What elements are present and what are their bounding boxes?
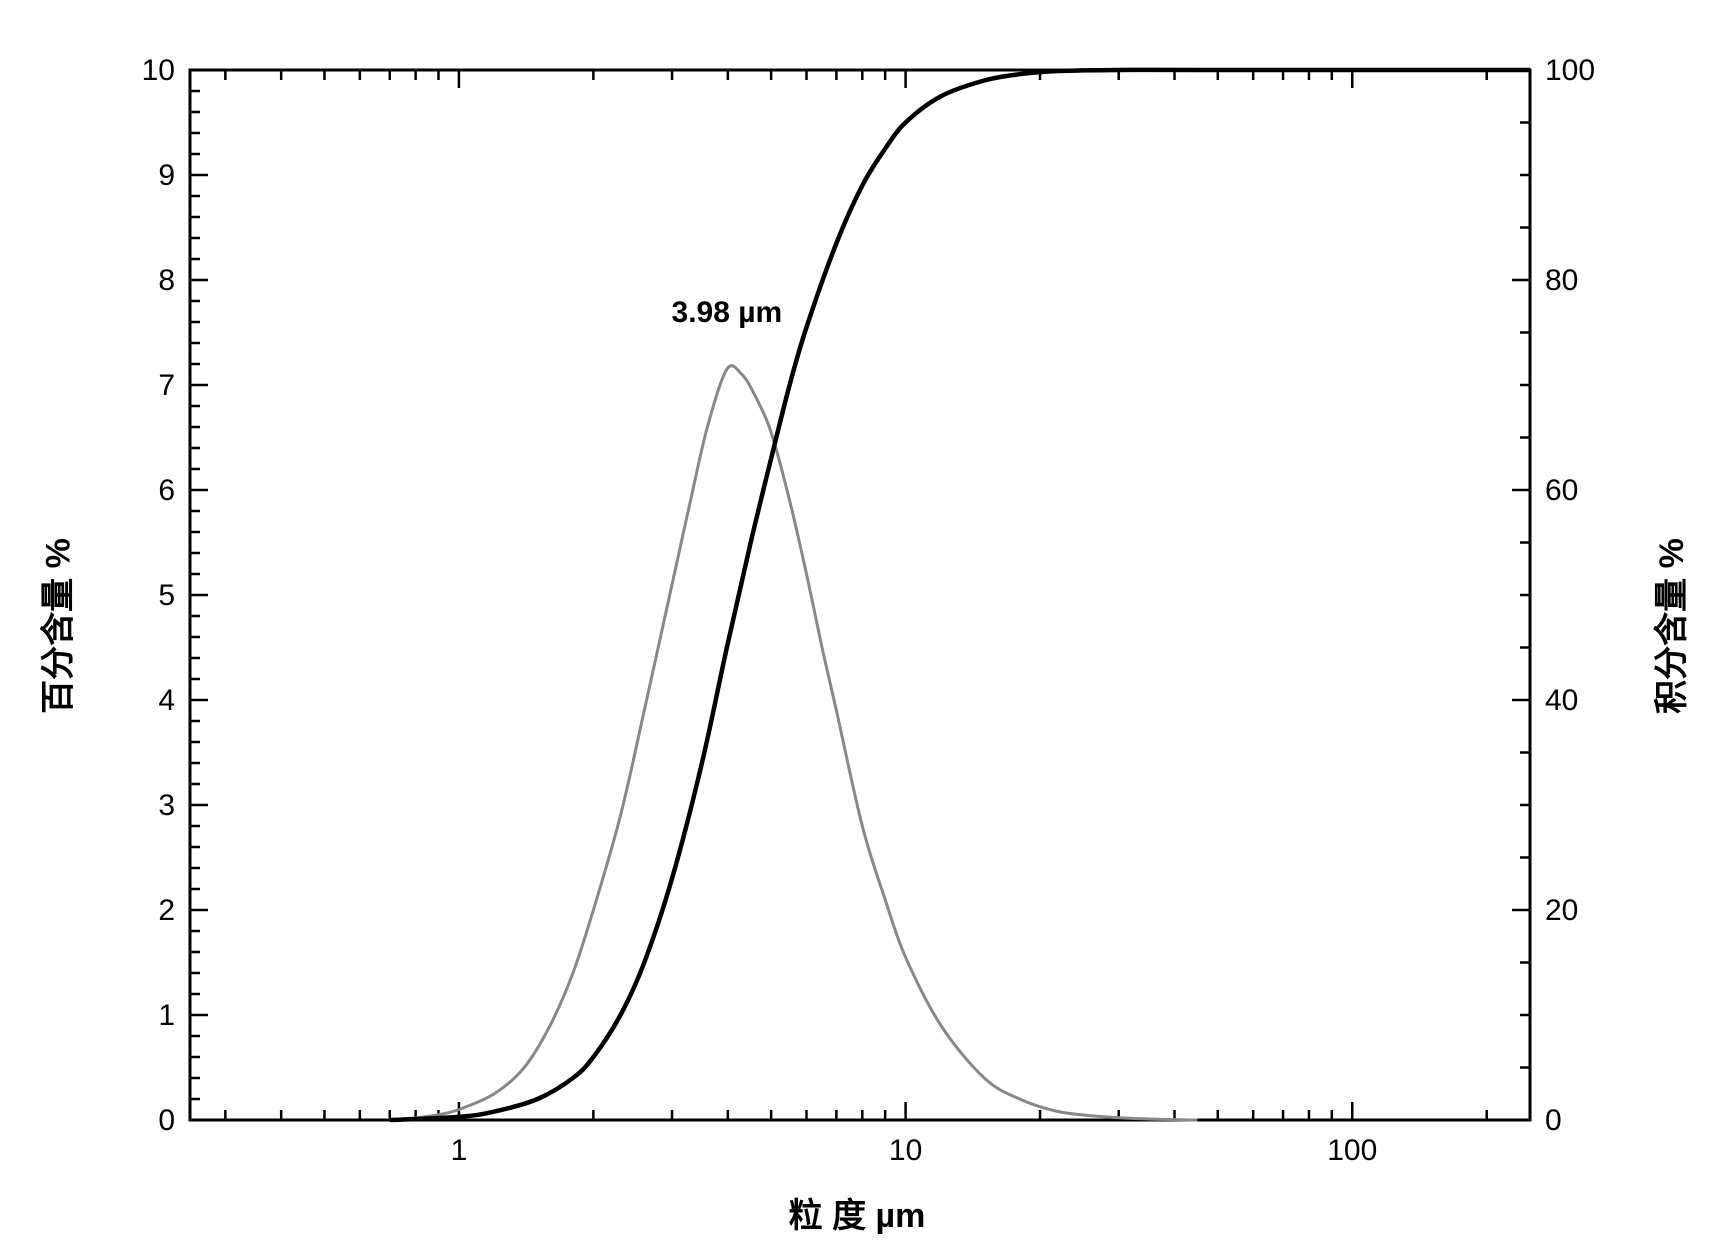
yr-tick-label: 100 <box>1545 54 1595 87</box>
yr-tick-label: 80 <box>1545 264 1578 297</box>
yl-tick-label: 6 <box>158 474 175 507</box>
distribution-curve <box>390 366 1198 1120</box>
peak-annotation: 3.98 µm <box>672 296 783 329</box>
yl-tick-label: 10 <box>142 54 175 87</box>
yr-tick-label: 0 <box>1545 1104 1562 1137</box>
cumulative-curve <box>390 70 1530 1120</box>
particle-size-chart: 1101000123456789100204060801003.98 µm 百分… <box>0 0 1714 1252</box>
yl-tick-label: 4 <box>158 684 175 717</box>
x-tick-label: 10 <box>889 1134 922 1167</box>
yl-tick-label: 7 <box>158 369 175 402</box>
y-right-axis-label: 积分含量 % <box>1645 538 1694 714</box>
yl-tick-label: 2 <box>158 894 175 927</box>
x-tick-label: 100 <box>1327 1134 1377 1167</box>
yl-tick-label: 3 <box>158 789 175 822</box>
yl-tick-label: 5 <box>158 579 175 612</box>
x-tick-label: 1 <box>451 1134 468 1167</box>
x-axis-label: 粒 度 µm <box>789 1188 926 1237</box>
plot-area <box>190 70 1530 1120</box>
yl-tick-label: 1 <box>158 999 175 1032</box>
chart-svg: 1101000123456789100204060801003.98 µm <box>0 0 1714 1252</box>
yl-tick-label: 8 <box>158 264 175 297</box>
yr-tick-label: 20 <box>1545 894 1578 927</box>
yl-tick-label: 0 <box>158 1104 175 1137</box>
yr-tick-label: 40 <box>1545 684 1578 717</box>
yr-tick-label: 60 <box>1545 474 1578 507</box>
y-left-axis-label: 百分含量 % <box>31 538 80 714</box>
yl-tick-label: 9 <box>158 159 175 192</box>
